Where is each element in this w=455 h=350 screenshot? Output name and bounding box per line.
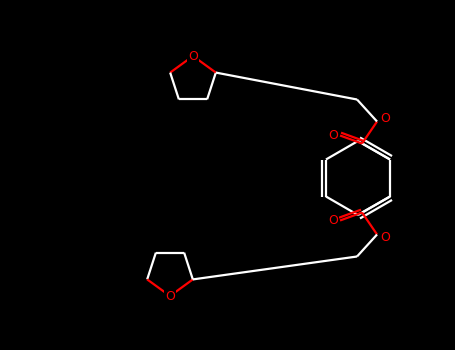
Text: O: O bbox=[328, 214, 338, 227]
Text: O: O bbox=[380, 112, 390, 125]
Text: O: O bbox=[165, 289, 175, 302]
Text: O: O bbox=[188, 49, 198, 63]
Text: O: O bbox=[380, 231, 390, 244]
Text: O: O bbox=[328, 129, 338, 142]
